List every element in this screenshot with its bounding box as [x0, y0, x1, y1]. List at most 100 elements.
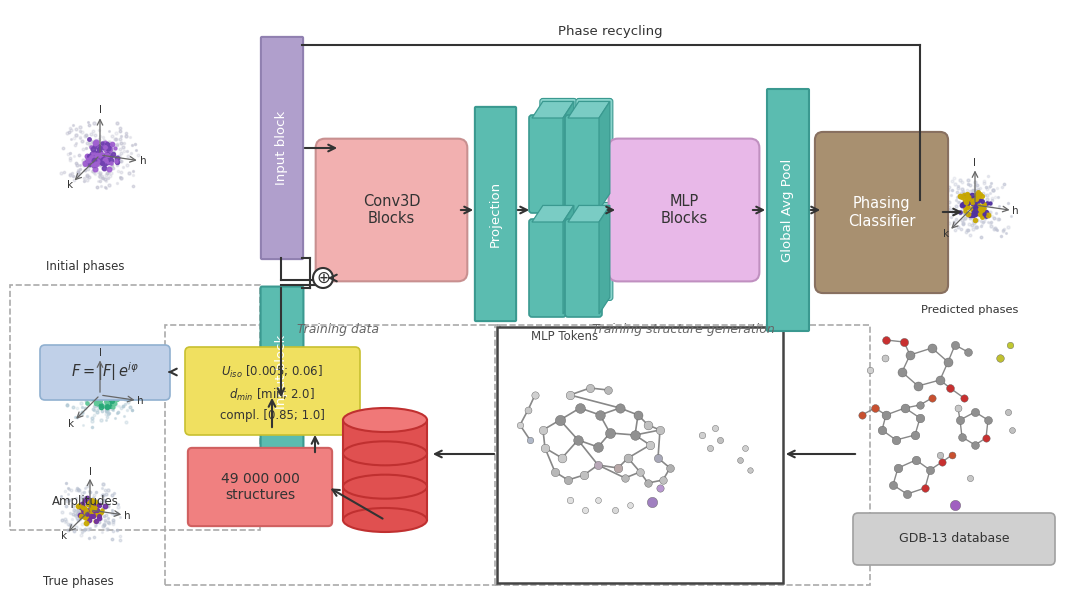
- Point: [82, 392, 99, 401]
- Point: [85, 513, 103, 522]
- Point: [100, 408, 118, 418]
- Point: [93, 149, 110, 159]
- Point: [949, 197, 967, 206]
- Point: [874, 425, 891, 435]
- Point: [109, 118, 126, 128]
- Point: [967, 209, 984, 218]
- Point: [975, 197, 993, 207]
- Point: [85, 118, 103, 128]
- Point: [639, 478, 657, 488]
- Point: [958, 185, 975, 195]
- Point: [98, 525, 116, 534]
- Point: [79, 155, 96, 165]
- Point: [86, 141, 104, 150]
- Point: [79, 518, 96, 527]
- Point: [950, 191, 968, 201]
- Point: [97, 409, 114, 419]
- Point: [72, 398, 90, 407]
- Point: [90, 500, 107, 510]
- Point: [92, 153, 109, 162]
- Point: [92, 168, 109, 178]
- Point: [92, 172, 109, 181]
- Point: [63, 125, 80, 134]
- Point: [62, 123, 79, 133]
- Point: [111, 513, 129, 522]
- Point: [96, 174, 113, 184]
- Point: [912, 400, 929, 410]
- Point: [899, 489, 916, 498]
- Point: [86, 147, 104, 156]
- Point: [105, 374, 122, 384]
- Ellipse shape: [343, 475, 427, 498]
- Point: [109, 499, 126, 509]
- Point: [112, 138, 130, 147]
- Point: [98, 402, 116, 411]
- Point: [84, 157, 102, 166]
- Point: [80, 506, 97, 516]
- Point: [112, 149, 130, 158]
- Point: [102, 145, 119, 155]
- Point: [83, 496, 100, 505]
- Point: [55, 167, 72, 176]
- Point: [77, 165, 94, 175]
- FancyBboxPatch shape: [540, 202, 577, 300]
- Point: [83, 422, 100, 432]
- Point: [85, 490, 103, 500]
- Point: [94, 490, 111, 499]
- Point: [69, 505, 86, 514]
- Point: [99, 381, 117, 390]
- Point: [983, 193, 1000, 202]
- Point: [73, 128, 91, 137]
- Point: [105, 151, 122, 160]
- Point: [79, 170, 96, 179]
- Point: [946, 173, 963, 182]
- Point: [103, 152, 120, 161]
- Point: [69, 160, 86, 170]
- Point: [959, 206, 976, 215]
- Point: [994, 182, 1011, 192]
- Point: [950, 197, 968, 207]
- Point: [951, 207, 969, 217]
- Point: [108, 157, 125, 166]
- Point: [968, 204, 985, 213]
- Point: [93, 153, 110, 162]
- Point: [91, 152, 108, 161]
- Point: [104, 508, 121, 517]
- FancyBboxPatch shape: [260, 287, 303, 456]
- Point: [906, 430, 923, 440]
- Point: [89, 182, 106, 192]
- Point: [96, 372, 113, 382]
- Point: [77, 525, 94, 534]
- Point: [957, 210, 974, 219]
- Point: [99, 148, 117, 157]
- Point: [75, 506, 92, 516]
- Point: [99, 387, 117, 396]
- Point: [968, 189, 985, 199]
- Point: [69, 385, 86, 394]
- Point: [983, 221, 1000, 231]
- Point: [58, 400, 76, 410]
- Point: [70, 150, 87, 160]
- Text: Input block: Input block: [275, 111, 288, 185]
- Point: [85, 155, 103, 165]
- Point: [96, 496, 113, 505]
- Point: [961, 213, 978, 223]
- Point: [957, 203, 974, 213]
- Point: [93, 514, 110, 524]
- Point: [58, 496, 76, 506]
- Point: [73, 407, 91, 417]
- Point: [970, 207, 987, 216]
- Point: [90, 391, 107, 401]
- Point: [957, 197, 974, 207]
- Point: [89, 508, 106, 517]
- Point: [980, 217, 997, 226]
- Point: [123, 149, 140, 158]
- Point: [93, 379, 110, 388]
- Point: [80, 499, 97, 509]
- Point: [72, 503, 90, 512]
- Point: [619, 453, 636, 463]
- Point: [52, 491, 69, 501]
- Point: [92, 387, 109, 397]
- Point: [93, 173, 110, 183]
- Point: [92, 364, 109, 374]
